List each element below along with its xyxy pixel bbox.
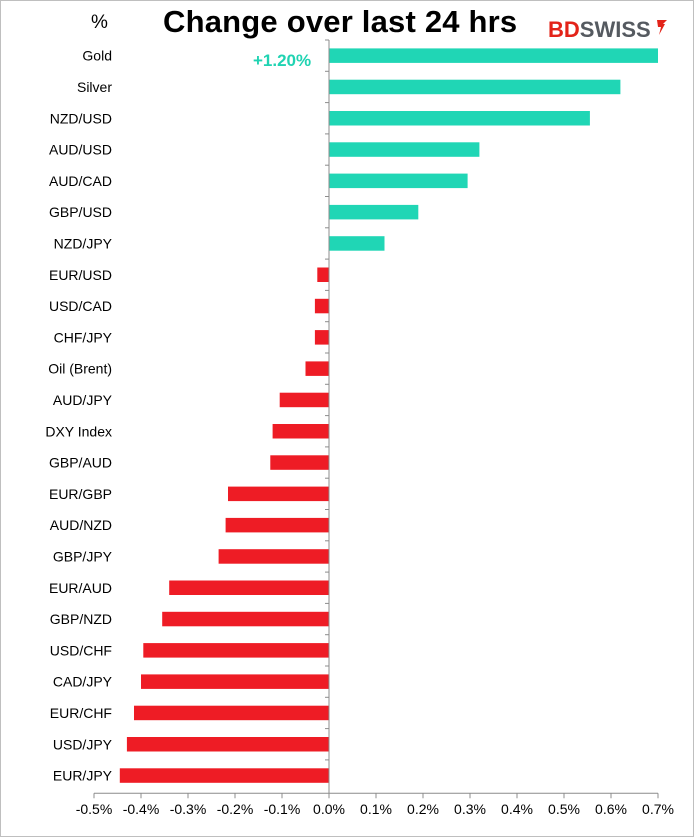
- bar-9: [314, 330, 329, 345]
- bar-23: [119, 768, 329, 783]
- category-label: AUD/NZD: [50, 517, 112, 533]
- category-label: EUR/JPY: [53, 768, 113, 784]
- category-label: NZD/JPY: [54, 236, 113, 252]
- category-label: EUR/AUD: [49, 580, 112, 596]
- bar-4: [329, 173, 468, 189]
- category-label: DXY Index: [45, 423, 112, 439]
- category-label: EUR/GBP: [49, 486, 112, 502]
- category-label: EUR/CHF: [50, 705, 112, 721]
- bar-10: [305, 361, 329, 376]
- bar-14: [228, 486, 329, 502]
- logo-bd-text: BD: [548, 17, 580, 42]
- x-tick-label: -0.2%: [217, 801, 254, 817]
- x-tick-label: 0.2%: [407, 801, 439, 817]
- category-label: GBP/AUD: [49, 455, 112, 471]
- x-tick-label: 0.3%: [454, 801, 486, 817]
- bar-17: [169, 580, 329, 595]
- x-tick-label: 0.4%: [501, 801, 533, 817]
- bar-0: [329, 48, 658, 63]
- gold-annotation: +1.20%: [253, 51, 312, 70]
- bar-19: [143, 643, 329, 658]
- x-tick-label: -0.4%: [123, 801, 160, 817]
- x-tick-label: 0.0%: [313, 801, 345, 817]
- unit-label: %: [91, 12, 108, 33]
- chart-title: Change over last 24 hrs: [163, 4, 518, 39]
- bar-16: [218, 549, 329, 564]
- bar-18: [162, 611, 329, 627]
- axes-layer: [93, 39, 659, 799]
- category-label: GBP/JPY: [53, 549, 113, 565]
- bar-21: [134, 705, 329, 721]
- category-label: USD/JPY: [53, 736, 113, 752]
- bdswiss-logo: BDSWISS: [548, 17, 651, 43]
- labels-layer: Gold Silver NZD/USD AUD/USD AUD/CAD GBP/USD NZ…: [45, 48, 674, 818]
- category-label: GBP/NZD: [50, 611, 112, 627]
- category-label: EUR/USD: [49, 267, 112, 283]
- category-label: Silver: [77, 79, 112, 95]
- bar-7: [317, 267, 330, 282]
- bar-13: [270, 455, 330, 470]
- x-tick-label: -0.1%: [264, 801, 301, 817]
- bar-22: [126, 737, 330, 752]
- x-tick-label: 0.5%: [548, 801, 580, 817]
- x-tick-label: 0.1%: [360, 801, 392, 817]
- bar-6: [329, 236, 385, 251]
- bar-20: [141, 674, 329, 689]
- bar-2: [329, 111, 590, 126]
- bar-8: [314, 298, 329, 314]
- bar-5: [329, 204, 419, 220]
- category-label: Oil (Brent): [48, 361, 112, 377]
- category-label: Gold: [82, 48, 112, 64]
- category-label: NZD/USD: [50, 110, 112, 126]
- x-tick-label: 0.6%: [595, 801, 627, 817]
- logo-arrow-icon: [657, 20, 667, 35]
- logo-swiss-text: SWISS: [579, 17, 651, 42]
- category-label: CHF/JPY: [54, 329, 113, 345]
- x-tick-label: -0.5%: [76, 801, 113, 817]
- bar-12: [272, 424, 329, 439]
- category-label: USD/CAD: [49, 298, 112, 314]
- category-label: CAD/JPY: [53, 674, 113, 690]
- category-label: USD/CHF: [50, 642, 112, 658]
- bar-1: [329, 79, 621, 95]
- category-label: AUD/JPY: [53, 392, 113, 408]
- bars-layer: [119, 48, 658, 783]
- category-label: AUD/CAD: [49, 173, 112, 189]
- category-label: GBP/USD: [49, 204, 112, 220]
- bar-15: [225, 517, 329, 533]
- x-tick-label: -0.3%: [170, 801, 207, 817]
- bar-3: [329, 142, 480, 157]
- bar-11: [279, 392, 329, 408]
- category-label: AUD/USD: [49, 142, 112, 158]
- x-tick-label: 0.7%: [642, 801, 674, 817]
